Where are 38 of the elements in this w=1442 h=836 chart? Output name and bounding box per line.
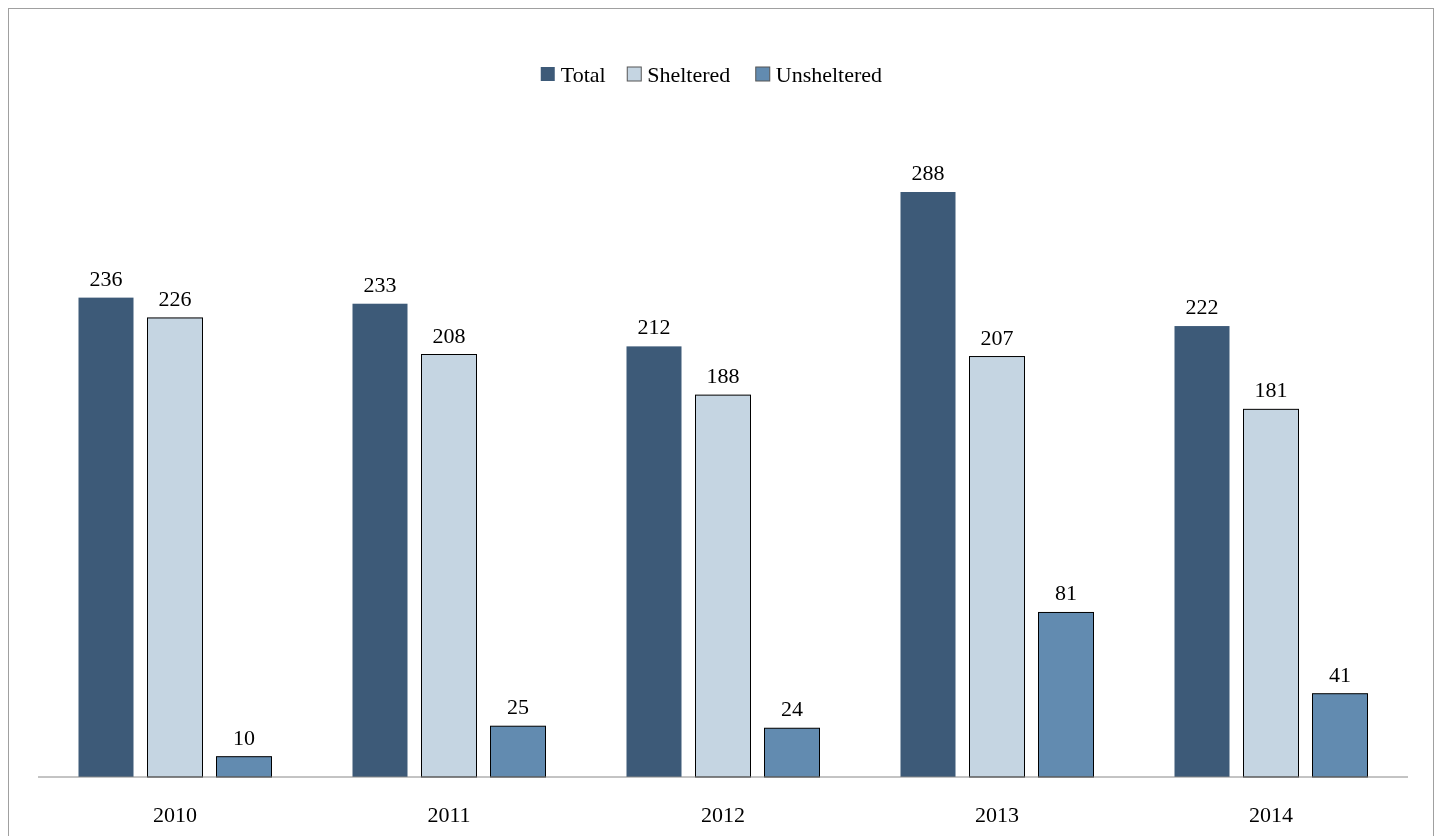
x-tick-label: 2011 [427,802,471,827]
data-label: 24 [781,696,803,722]
data-label: 41 [1329,661,1351,687]
x-tick-label: 2012 [701,802,745,827]
x-tick-label: 2013 [975,802,1019,827]
bar [900,192,956,777]
bar [969,356,1025,778]
bar [1174,326,1230,777]
legend-label: Sheltered [647,62,731,87]
data-label: 188 [706,363,740,389]
data-label: 81 [1055,580,1077,606]
data-label: 222 [1185,294,1219,320]
bar [695,394,751,778]
bar [1243,408,1299,778]
data-label: 233 [363,271,397,297]
legend-label: Unsheltered [775,62,883,87]
bar [78,297,134,777]
data-label: 10 [233,724,255,750]
bar [1038,611,1094,778]
bar [421,354,477,778]
bar [1312,693,1368,778]
data-label: 226 [158,285,192,311]
data-label: 25 [507,694,529,720]
data-label: 288 [911,160,945,185]
data-label: 181 [1254,377,1288,403]
data-label: 208 [432,322,466,348]
data-label: 207 [980,324,1014,350]
bar [352,303,408,777]
x-tick-label: 2014 [1249,802,1293,827]
data-label: 236 [89,265,123,291]
legend-label: Total [560,62,606,87]
data-label: 212 [637,314,671,340]
bar [626,346,682,777]
bar [147,317,203,778]
x-tick-label: 2010 [153,802,197,827]
bar [216,756,272,778]
bar [764,727,820,778]
bar [490,725,546,778]
